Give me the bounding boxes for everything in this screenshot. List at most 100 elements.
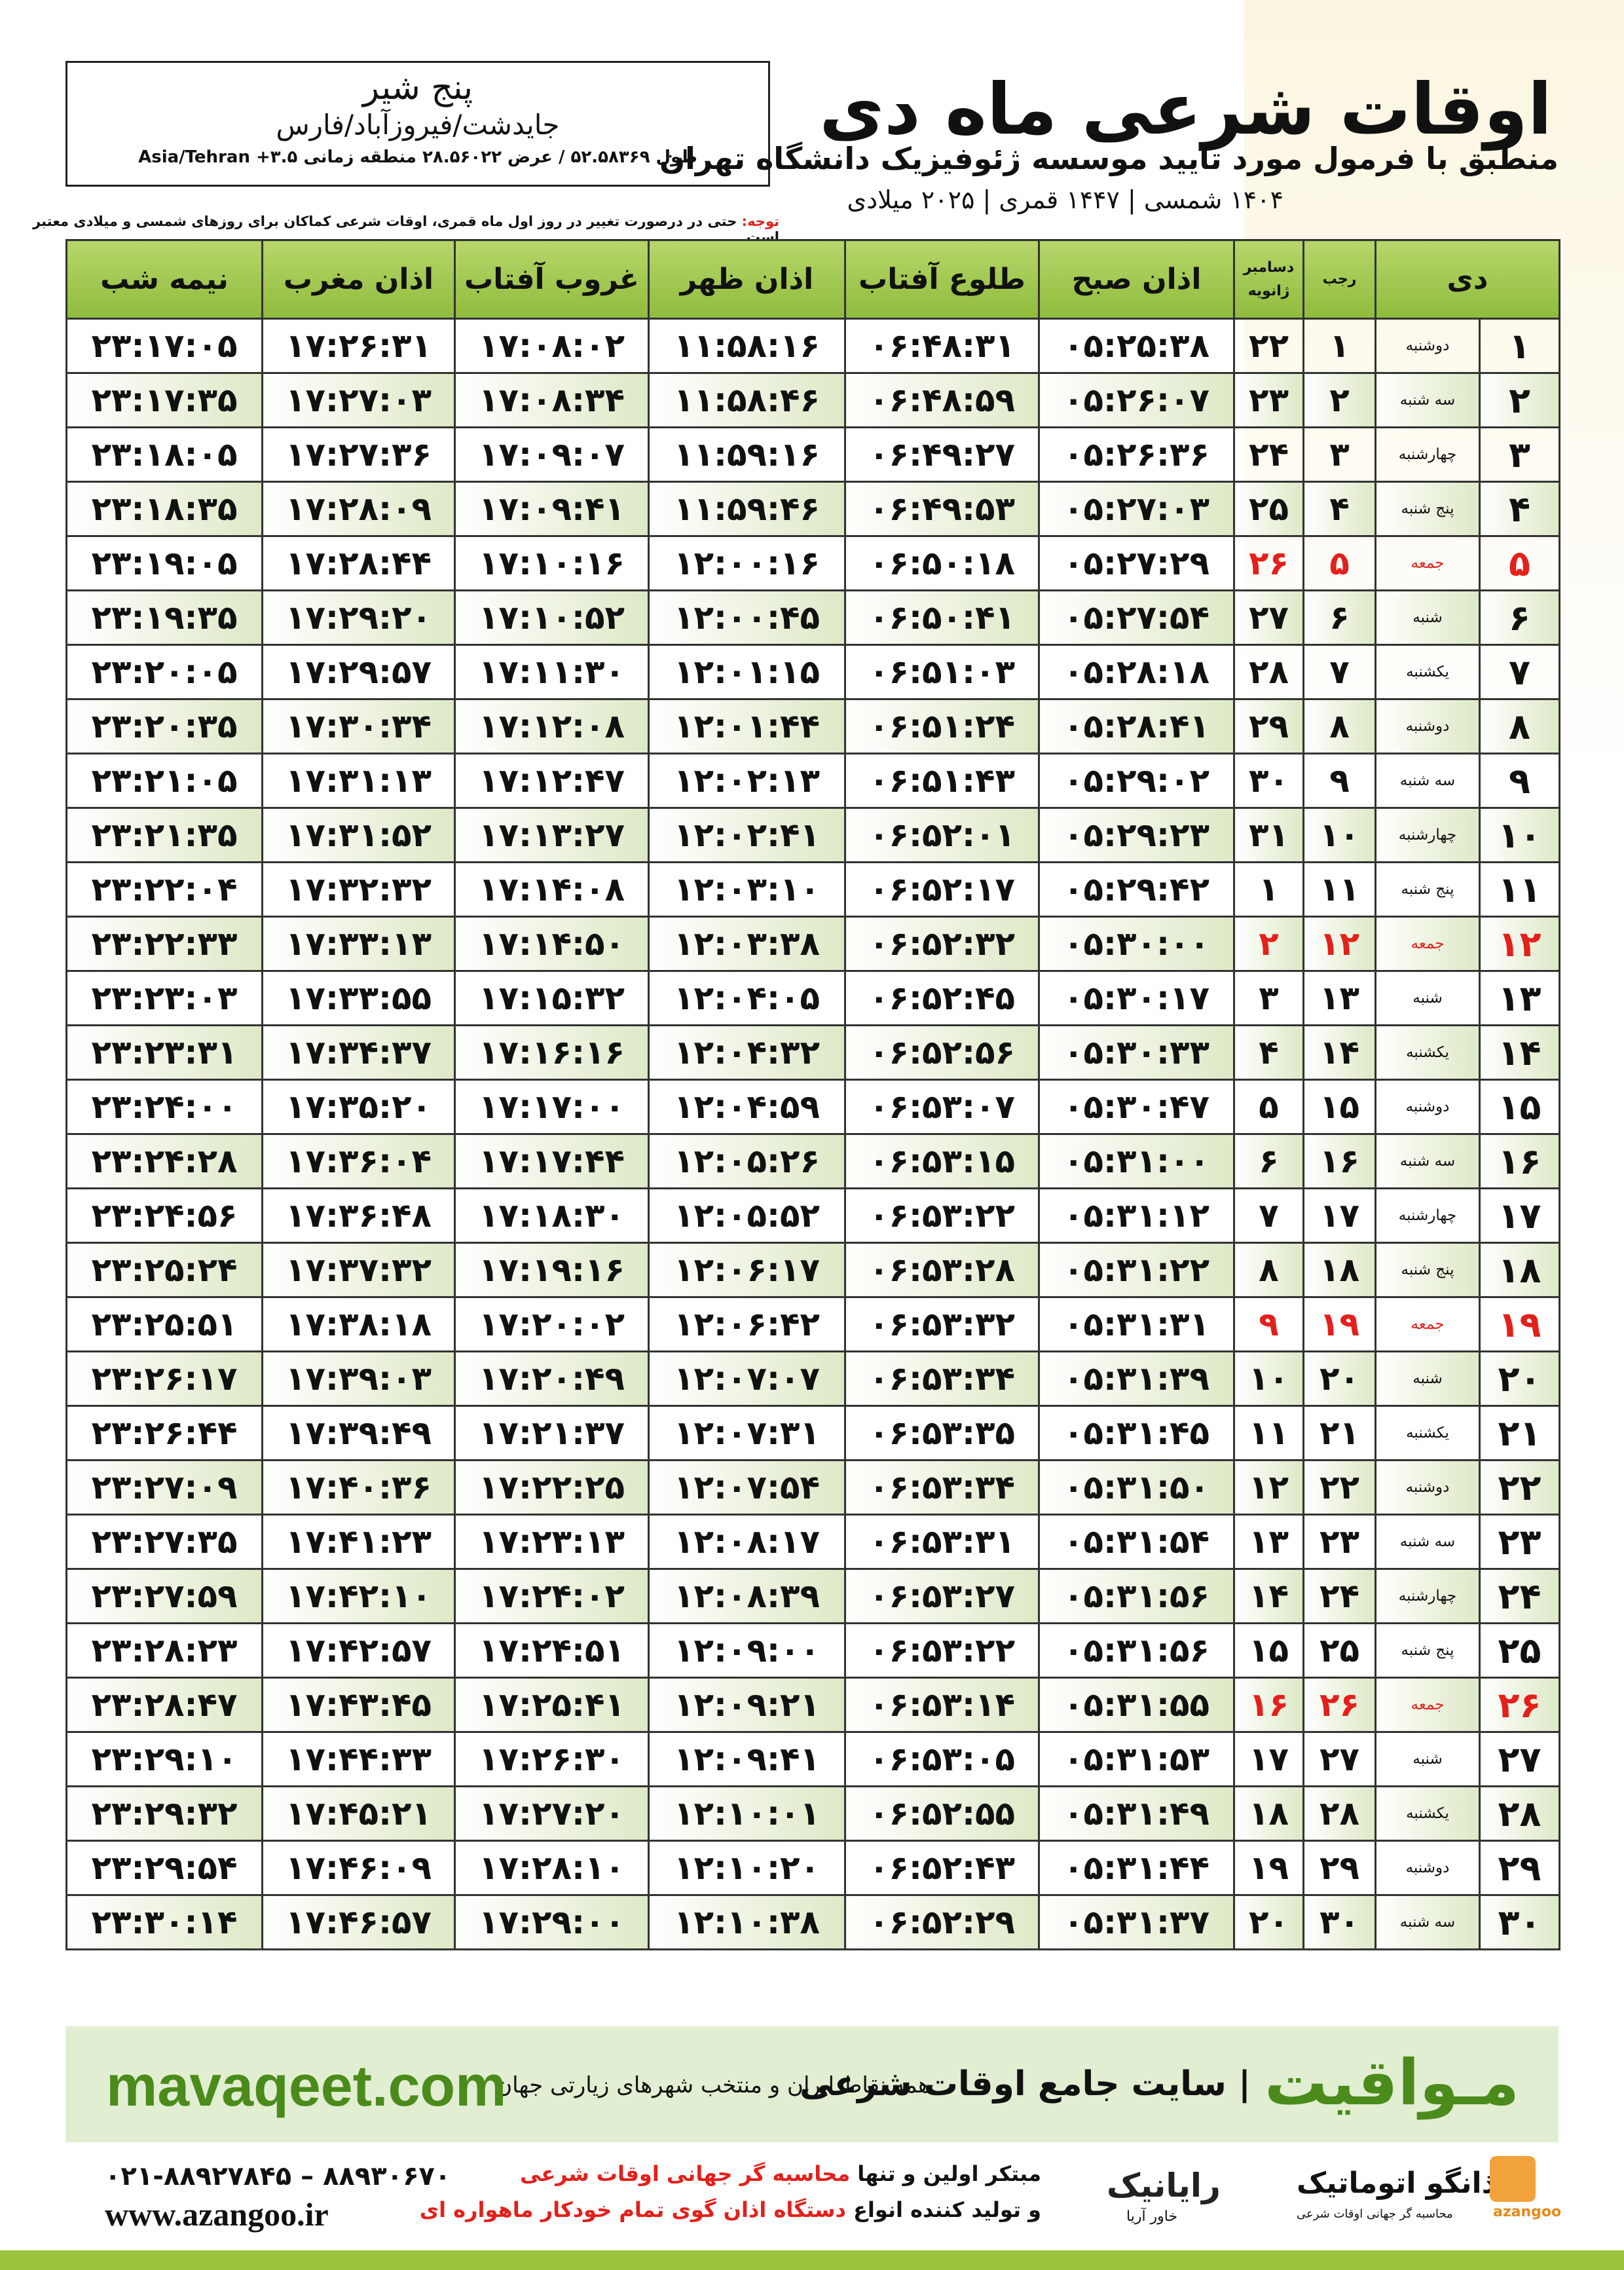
date-cell: ۱۱: [1479, 861, 1560, 918]
date-cell: ۵: [1302, 535, 1376, 591]
date-cell: ۲۲: [1479, 1459, 1560, 1516]
time-cell: ۲۳:۲۷:۵۹: [65, 1568, 263, 1624]
date-cell: ۲۳: [1302, 1514, 1376, 1570]
time-cell: ۲۳:۲۸:۲۳: [65, 1622, 263, 1679]
time-cell: ۲۳:۲۱:۰۵: [65, 753, 263, 809]
time-cell: ۱۷:۰۹:۰۷: [454, 426, 650, 483]
time-cell: ۱۲:۰۳:۱۰: [648, 861, 846, 918]
time-cell: ۱۷:۳۰:۳۴: [261, 698, 456, 754]
date-cell: ۱۲: [1479, 916, 1560, 972]
time-cell: ۰۵:۳۱:۵۴: [1038, 1514, 1235, 1570]
brand-latin: azangoo: [1493, 2204, 1562, 2220]
date-cell: ۸: [1302, 698, 1376, 754]
table-row: ۶ شنبه ۶ ۲۷ ۰۵:۲۷:۵۴ ۰۶:۵۰:۴۱ ۱۲:۰۰:۴۵ ۱۷:۱۰:۵۲…: [65, 589, 1560, 646]
date-cell: ۲۵: [1302, 1622, 1376, 1679]
brand-logo: رایانیک: [1107, 2167, 1221, 2205]
time-cell: ۰۶:۵۳:۲۲: [844, 1622, 1040, 1679]
date-cell: ۹: [1302, 753, 1376, 809]
time-cell: ۱۷:۱۳:۲۷: [454, 807, 650, 863]
time-cell: ۱۲:۰۷:۰۷: [648, 1350, 846, 1407]
date-cell: ۶: [1233, 1133, 1304, 1189]
time-cell: ۱۷:۳۳:۵۵: [261, 970, 456, 1026]
time-cell: ۱۷:۱۸:۳۰: [454, 1187, 650, 1244]
table-row: ۲۹ دوشنبه ۲۹ ۱۹ ۰۵:۳۱:۴۴ ۰۶:۵۲:۴۳ ۱۲:۱۰:۲۰ ۱۷:۲…: [65, 1840, 1560, 1896]
site: mavaqeet.com: [106, 2053, 507, 2118]
date-cell: ۹: [1233, 1296, 1304, 1352]
header-row: دی رجب دسامبر ژانویه اذان صبح طلوع آفتاب …: [65, 239, 1560, 320]
time-cell: ۲۳:۲۹:۵۴: [65, 1840, 263, 1896]
time-cell: ۰۶:۵۳:۳۵: [844, 1405, 1040, 1461]
time-cell: ۱۷:۴۴:۳۳: [261, 1731, 456, 1787]
date-cell: ۱۸: [1233, 1785, 1304, 1842]
time-cell: ۲۳:۲۶:۱۷: [65, 1350, 263, 1407]
date-cell: ۱۹: [1233, 1840, 1304, 1896]
time-cell: ۰۶:۵۳:۳۲: [844, 1296, 1040, 1352]
time-cell: ۱۱:۵۸:۴۶: [648, 372, 846, 428]
time-cell: ۰۶:۵۲:۵۶: [844, 1024, 1040, 1081]
table-row: ۱۲ جمعه ۱۲ ۲ ۰۵:۳۰:۰۰ ۰۶:۵۲:۳۲ ۱۲:۰۳:۳۸ ۱۷:۱۴:۵…: [65, 916, 1560, 972]
time-cell: ۲۳:۱۸:۰۵: [65, 426, 263, 483]
date-cell: دوشنبه: [1375, 1840, 1481, 1896]
time-cell: ۱۲:۰۰:۴۵: [648, 589, 846, 646]
time-cell: ۰۵:۳۱:۰۰: [1038, 1133, 1235, 1189]
time-cell: ۱۷:۳۷:۳۲: [261, 1242, 456, 1298]
date-cell: ۱۹: [1302, 1296, 1376, 1352]
date-cell: جمعه: [1375, 1677, 1481, 1733]
date-cell: ۲۶: [1479, 1677, 1560, 1733]
time-cell: ۱۷:۲۳:۱۳: [454, 1514, 650, 1570]
time-cell: ۰۶:۵۳:۲۸: [844, 1242, 1040, 1298]
date-cell: چهارشنبه: [1375, 1187, 1481, 1244]
time-cell: ۰۵:۳۱:۳۱: [1038, 1296, 1235, 1352]
date-cell: ۲۴: [1479, 1568, 1560, 1624]
time-cell: ۰۵:۲۶:۳۶: [1038, 426, 1235, 483]
date-cell: سه شنبه: [1375, 1514, 1481, 1570]
coordinates: طول ۵۲.۵۸۳۶۹ / عرض ۲۸.۵۶۰۲۲ منطقه زمانی …: [138, 147, 697, 167]
time-cell: ۰۵:۳۱:۳۹: [1038, 1350, 1235, 1407]
time-cell: ۰۶:۵۳:۳۴: [844, 1459, 1040, 1516]
table-row: ۹ سه شنبه ۹ ۳۰ ۰۵:۲۹:۰۲ ۰۶:۵۱:۴۳ ۱۲:۰۲:۱۳ ۱۷:۱۲…: [65, 753, 1560, 809]
note-text: حتی در درصورت تغییر در روز اول ماه قمری،…: [33, 214, 779, 245]
header-cell: رجب: [1302, 239, 1376, 320]
table-row: ۱۱ پنج شنبه ۱۱ ۱ ۰۵:۲۹:۴۲ ۰۶:۵۲:۱۷ ۱۲:۰۳:۱۰ ۱۷:…: [65, 861, 1560, 918]
table-row: ۱۳ شنبه ۱۳ ۳ ۰۵:۳۰:۱۷ ۰۶:۵۲:۴۵ ۱۲:۰۴:۰۵ ۱۷:۱۵:۳…: [65, 970, 1560, 1026]
table-row: ۱۹ جمعه ۱۹ ۹ ۰۵:۳۱:۳۱ ۰۶:۵۳:۳۲ ۱۲:۰۶:۴۲ ۱۷:۲۰:۰…: [65, 1296, 1560, 1352]
logo-icon: [1490, 2156, 1536, 2202]
time-cell: ۱۲:۰۸:۳۹: [648, 1568, 846, 1624]
date-cell: ۱۸: [1479, 1242, 1560, 1298]
table-row: ۲۵ پنج شنبه ۲۵ ۱۵ ۰۵:۳۱:۵۶ ۰۶:۵۳:۲۲ ۱۲:۰۹:۰۰ ۱۷…: [65, 1622, 1560, 1679]
time-cell: ۲۳:۲۴:۰۰: [65, 1079, 263, 1135]
time-cell: ۱۷:۳۹:۴۹: [261, 1405, 456, 1461]
time-cell: ۰۵:۲۸:۱۸: [1038, 644, 1235, 700]
table-row: ۲۳ سه شنبه ۲۳ ۱۳ ۰۵:۳۱:۵۴ ۰۶:۵۳:۳۱ ۱۲:۰۸:۱۷ ۱۷:…: [65, 1514, 1560, 1570]
time-cell: ۰۶:۵۳:۱۴: [844, 1677, 1040, 1733]
time-cell: ۰۵:۲۵:۳۸: [1038, 318, 1235, 374]
time-cell: ۱۷:۳۲:۳۲: [261, 861, 456, 918]
time-cell: ۱۲:۰۷:۳۱: [648, 1405, 846, 1461]
time-cell: ۱۲:۰۵:۵۲: [648, 1187, 846, 1244]
date-cell: ۱۶: [1479, 1133, 1560, 1189]
time-cell: ۱۷:۲۷:۰۳: [261, 372, 456, 428]
date-cell: ۳: [1302, 426, 1376, 483]
time-cell: ۰۵:۲۸:۴۱: [1038, 698, 1235, 754]
date-cell: ۱۱: [1302, 861, 1376, 918]
date-cell: یکشنبه: [1375, 1785, 1481, 1842]
time-cell: ۱۲:۰۶:۱۷: [648, 1242, 846, 1298]
time-cell: ۰۶:۵۱:۴۳: [844, 753, 1040, 809]
time-cell: ۰۵:۳۱:۴۴: [1038, 1840, 1235, 1896]
time-cell: ۰۵:۳۱:۵۳: [1038, 1731, 1235, 1787]
time-cell: ۱۷:۲۷:۲۰: [454, 1785, 650, 1842]
time-cell: ۱۲:۰۱:۴۴: [648, 698, 846, 754]
date-cell: ۱۷: [1233, 1731, 1304, 1787]
time-cell: ۰۵:۲۶:۰۷: [1038, 372, 1235, 428]
time-cell: ۱۷:۴۳:۴۵: [261, 1677, 456, 1733]
time-cell: ۱۲:۰۴:۰۵: [648, 970, 846, 1026]
date-cell: ۱۰: [1233, 1350, 1304, 1407]
time-cell: ۱۷:۳۴:۳۷: [261, 1024, 456, 1081]
time-cell: ۰۶:۵۳:۲۷: [844, 1568, 1040, 1624]
table-row: ۲۶ جمعه ۲۶ ۱۶ ۰۵:۳۱:۵۵ ۰۶:۵۳:۱۴ ۱۲:۰۹:۲۱ ۱۷:۲۵:…: [65, 1677, 1560, 1733]
time-cell: ۱۲:۰۷:۵۴: [648, 1459, 846, 1516]
time-cell: ۱۷:۴۵:۲۱: [261, 1785, 456, 1842]
time-cell: ۰۵:۳۱:۵۵: [1038, 1677, 1235, 1733]
time-cell: ۱۷:۱۹:۱۶: [454, 1242, 650, 1298]
table-row: ۲۲ دوشنبه ۲۲ ۱۲ ۰۵:۳۱:۵۰ ۰۶:۵۳:۳۴ ۱۲:۰۷:۵۴ ۱۷:۲…: [65, 1459, 1560, 1516]
